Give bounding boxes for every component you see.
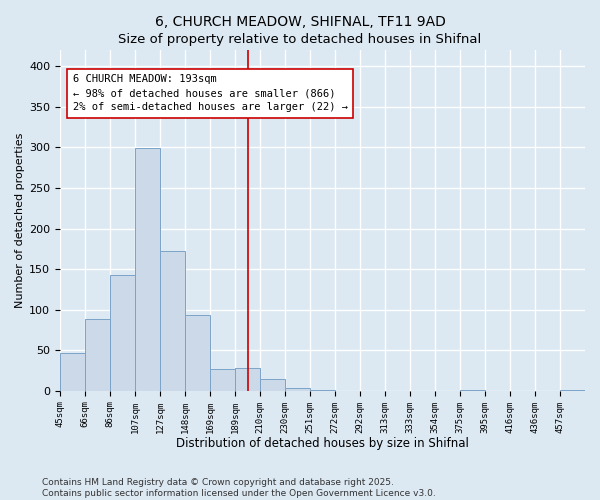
Text: Size of property relative to detached houses in Shifnal: Size of property relative to detached ho… (118, 32, 482, 46)
Bar (260, 380, 285, 391)
Text: Contains HM Land Registry data © Crown copyright and database right 2025.
Contai: Contains HM Land Registry data © Crown c… (42, 478, 436, 498)
Text: 6, CHURCH MEADOW, SHIFNAL, TF11 9AD: 6, CHURCH MEADOW, SHIFNAL, TF11 9AD (155, 15, 445, 29)
Bar (235, 368, 260, 391)
Bar (85, 320, 110, 391)
Bar (460, 390, 485, 391)
Bar (560, 390, 585, 391)
Bar (310, 390, 335, 391)
Bar (185, 314, 210, 391)
Bar (110, 275, 135, 391)
Bar (135, 148, 160, 391)
Y-axis label: Number of detached properties: Number of detached properties (15, 132, 25, 308)
Bar (160, 252, 185, 391)
Text: 6 CHURCH MEADOW: 193sqm
← 98% of detached houses are smaller (866)
2% of semi-de: 6 CHURCH MEADOW: 193sqm ← 98% of detache… (73, 74, 347, 112)
Bar (285, 388, 310, 391)
Bar (60, 352, 85, 391)
X-axis label: Distribution of detached houses by size in Shifnal: Distribution of detached houses by size … (176, 437, 469, 450)
Bar (210, 369, 235, 391)
